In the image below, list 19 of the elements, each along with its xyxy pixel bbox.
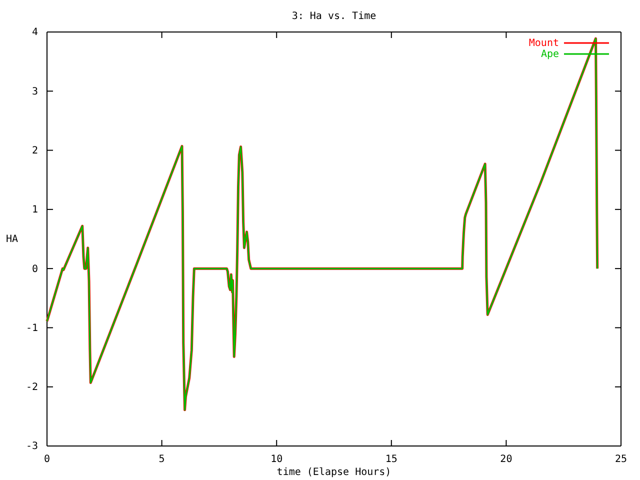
x-tick-label: 5: [158, 454, 165, 466]
legend-label: Ape: [540, 49, 559, 60]
y-axis-title: HA: [6, 234, 18, 245]
chart-title: 3: Ha vs. Time: [292, 11, 376, 22]
x-tick-label: 0: [44, 454, 50, 466]
y-tick-label: -1: [26, 322, 38, 334]
x-tick-label: 25: [614, 454, 628, 466]
x-axis-title: time (Elapse Hours): [276, 467, 392, 478]
y-tick-label: 0: [32, 264, 38, 275]
x-tick-label: 15: [385, 454, 398, 466]
x-tick-label: 20: [500, 454, 512, 466]
x-tick-label: 10: [270, 454, 283, 466]
y-tick-label: 1: [32, 204, 38, 216]
y-tick-label: 2: [32, 145, 38, 156]
y-tick-label: -3: [26, 441, 38, 452]
y-tick-label: -2: [26, 382, 38, 394]
y-tick-label: 4: [32, 27, 38, 38]
legend-label: Mount: [528, 38, 559, 49]
y-tick-label: 3: [32, 86, 38, 98]
